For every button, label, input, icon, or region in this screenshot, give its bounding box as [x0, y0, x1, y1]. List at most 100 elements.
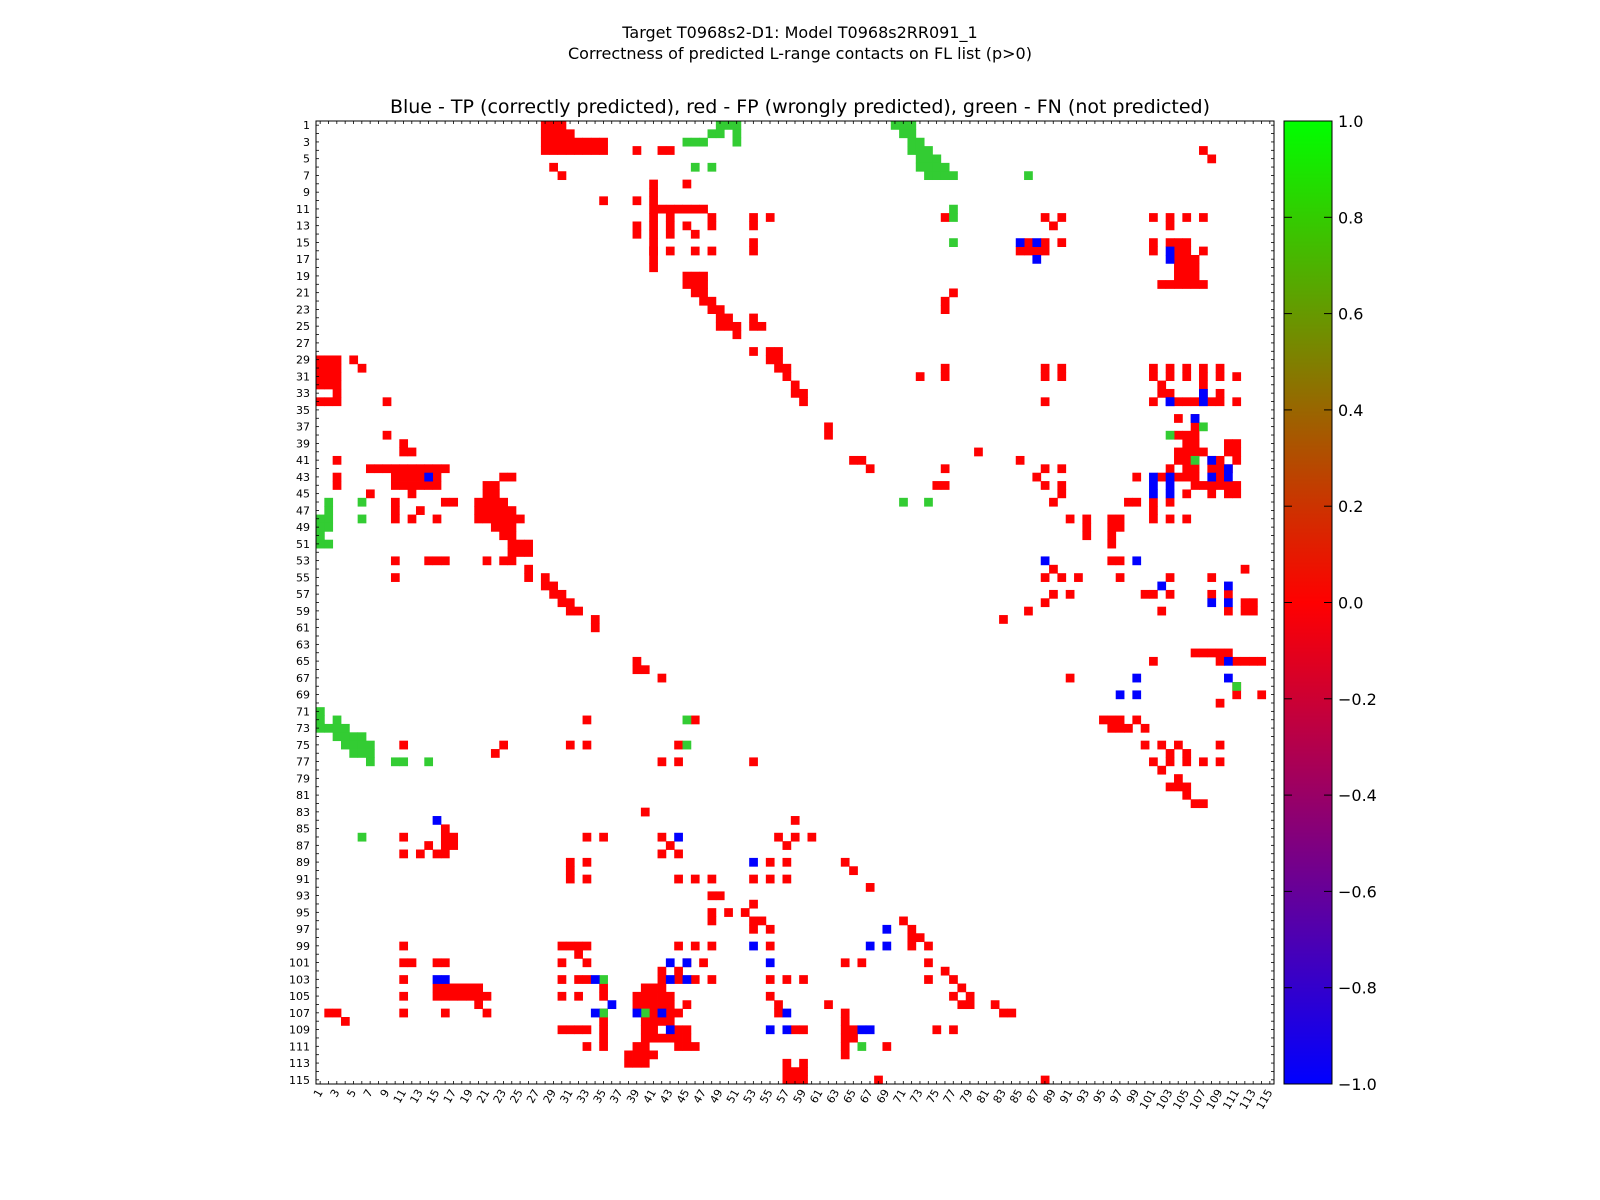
fp-cell: [399, 941, 409, 951]
fp-cell: [440, 1008, 450, 1018]
fp-cell: [1190, 447, 1200, 457]
y-tick-label: 55: [296, 571, 310, 584]
fp-cell: [582, 941, 592, 951]
fp-cell: [799, 397, 808, 407]
y-tick-label: 105: [289, 990, 310, 1003]
fp-cell: [765, 857, 775, 867]
fp-cell: [490, 481, 500, 490]
fn-cell: [324, 539, 334, 549]
fp-cell: [524, 573, 533, 582]
fp-cell: [915, 372, 925, 381]
fp-cell: [807, 832, 817, 842]
fn-cell: [424, 757, 434, 767]
y-tick-label: 83: [296, 806, 310, 819]
fp-cell: [782, 857, 792, 867]
fp-cell: [765, 213, 775, 222]
tp-cell: [1149, 481, 1158, 490]
fp-cell: [449, 841, 459, 850]
fp-cell: [590, 615, 600, 624]
fp-cell: [515, 548, 525, 557]
fp-cell: [1190, 271, 1200, 281]
fp-cell: [799, 1058, 808, 1068]
fp-cell: [1249, 656, 1258, 666]
fp-cell: [649, 263, 658, 273]
fp-cell: [565, 146, 575, 155]
fp-cell: [1149, 372, 1158, 381]
colorbar-tick-label: −0.6: [1338, 882, 1377, 901]
fp-cell: [1057, 464, 1067, 474]
y-tick-label: 99: [296, 940, 310, 953]
fp-cell: [1107, 522, 1117, 532]
y-tick-label: 23: [296, 303, 310, 316]
fp-cell: [1207, 464, 1217, 474]
fp-cell: [482, 991, 492, 1001]
fp-cell: [765, 975, 775, 984]
fp-cell: [557, 598, 567, 608]
fp-cell: [399, 832, 409, 842]
fp-cell: [1207, 154, 1217, 164]
fp-cell: [440, 497, 450, 507]
fp-cell: [657, 1000, 667, 1010]
fp-cell: [782, 874, 792, 884]
fp-cell: [865, 464, 875, 474]
fp-cell: [665, 1033, 675, 1043]
fp-cell: [390, 472, 400, 482]
x-tick-label: 67: [857, 1087, 875, 1106]
fp-cell: [1132, 472, 1142, 482]
fn-cell: [907, 129, 917, 139]
fp-cell: [1182, 254, 1192, 264]
fp-cell: [507, 514, 517, 524]
fp-cell: [715, 321, 725, 331]
y-tick-label: 61: [296, 622, 310, 635]
fp-cell: [1040, 464, 1050, 474]
fp-cell: [390, 481, 400, 490]
y-tick-label: 93: [296, 890, 310, 903]
fp-cell: [840, 1008, 850, 1018]
fp-cell: [1182, 455, 1192, 465]
fn-cell: [899, 121, 908, 130]
fp-cell: [316, 397, 325, 407]
fp-cell: [1174, 414, 1183, 423]
x-tick-label: 29: [541, 1087, 559, 1106]
fp-cell: [332, 397, 342, 407]
tp-cell: [1157, 581, 1167, 591]
fp-cell: [1107, 723, 1117, 733]
fp-cell: [565, 1025, 575, 1035]
fp-cell: [390, 556, 400, 566]
fp-cell: [665, 991, 675, 1001]
fp-cell: [432, 556, 442, 566]
y-tick-label: 7: [303, 169, 310, 182]
fp-cell: [1199, 799, 1208, 809]
fp-cell: [590, 623, 600, 633]
fp-cell: [440, 556, 450, 566]
tp-cell: [1190, 414, 1200, 423]
fp-cell: [640, 807, 650, 817]
y-tick-label: 35: [296, 404, 310, 417]
fn-cell: [699, 137, 708, 147]
fp-cell: [449, 991, 459, 1001]
fp-cell: [1149, 497, 1158, 507]
fp-cell: [749, 246, 758, 256]
fn-cell: [324, 723, 334, 733]
tp-cell: [1132, 690, 1142, 700]
fp-cell: [1024, 606, 1033, 616]
x-tick-label: 31: [557, 1087, 575, 1106]
fp-cell: [1215, 656, 1225, 666]
fp-cell: [565, 740, 575, 750]
colorbar-tick-label: 0.6: [1338, 305, 1363, 324]
axis-ticks: [316, 121, 1274, 1084]
fp-cell: [557, 137, 567, 147]
fp-cell: [390, 497, 400, 507]
fp-cell: [499, 472, 508, 482]
fp-cell: [949, 1025, 958, 1035]
x-tick-label: 23: [491, 1087, 509, 1106]
fp-cell: [907, 941, 917, 951]
fp-cell: [1182, 372, 1192, 381]
fp-cell: [599, 991, 608, 1001]
figure-title-line1: Target T0968s2-D1: Model T0968s2RR091_1: [621, 23, 977, 43]
fp-cell: [924, 941, 933, 951]
fp-cell: [1190, 422, 1200, 432]
tp-cell: [1032, 254, 1042, 264]
fp-cell: [715, 313, 725, 323]
figure-title-line2: Correctness of predicted L-range contact…: [568, 44, 1032, 63]
